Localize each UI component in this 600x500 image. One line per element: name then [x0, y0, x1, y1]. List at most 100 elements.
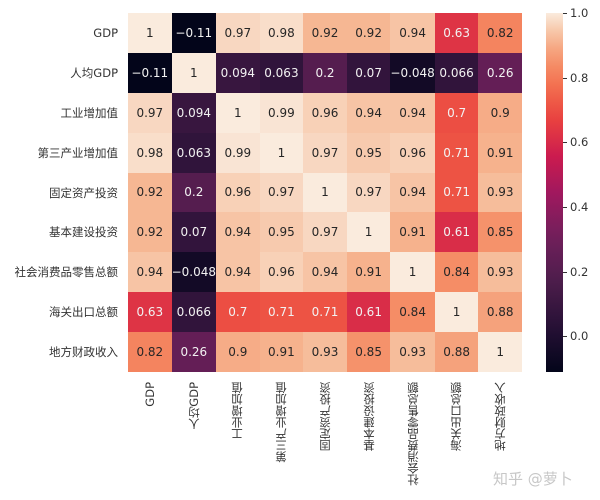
heatmap-cell: 0.85	[478, 212, 522, 253]
heatmap-cell: 0.96	[390, 132, 435, 173]
heatmap-cell: 0.97	[216, 13, 260, 53]
heatmap-cell: 0.71	[303, 292, 347, 333]
heatmap-cell: 0.63	[128, 292, 172, 333]
heatmap-cell: 0.26	[478, 52, 522, 93]
heatmap-cell: 0.93	[303, 332, 347, 372]
heatmap-grid: 1 −0.11 0.97 0.98 0.92 0.92 0.94 0.63 0.82 −0.11 1…	[128, 13, 522, 372]
heatmap-cell: 0.61	[346, 292, 391, 333]
colorbar-tick: 0.2	[563, 265, 588, 279]
heatmap-cell: 0.94	[216, 212, 260, 253]
heatmap-cell: −0.048	[171, 252, 217, 293]
heatmap-cell: 0.066	[434, 52, 479, 93]
heatmap-cell: 0.63	[434, 13, 479, 53]
x-axis-label: 人均GDP	[186, 382, 201, 430]
heatmap-cell: 0.71	[434, 172, 479, 213]
heatmap-cell: 0.094	[171, 92, 217, 133]
heatmap-cell: 0.84	[434, 252, 479, 293]
heatmap-cell: 1	[478, 332, 522, 372]
heatmap-cell: 0.26	[171, 332, 217, 372]
heatmap-cell: 0.96	[303, 92, 347, 133]
heatmap-cell: 1	[259, 132, 304, 173]
heatmap-cell: 0.91	[390, 212, 435, 253]
colorbar-tick: 1.0	[563, 6, 588, 20]
heatmap-cell: 1	[303, 172, 347, 213]
heatmap-cell: 0.91	[259, 332, 304, 372]
heatmap-cell: −0.048	[390, 52, 435, 93]
heatmap-cell: 0.93	[478, 252, 522, 293]
x-axis-label: 地方财政收入	[493, 382, 508, 451]
x-axis-label: 基本建设投资	[361, 382, 376, 451]
y-axis-label: 基本建设投资	[49, 225, 118, 240]
x-axis-label: GDP	[142, 382, 157, 407]
heatmap-cell: −0.11	[128, 52, 172, 93]
y-axis-label: 社会消费品零售总额	[14, 265, 119, 280]
heatmap-cell: 0.93	[390, 332, 435, 372]
heatmap-cell: 0.94	[303, 252, 347, 293]
heatmap-cell: 0.96	[259, 252, 304, 293]
heatmap-cell: 0.99	[216, 132, 260, 173]
heatmap-cell: 0.99	[259, 92, 304, 133]
heatmap-cell: 0.063	[171, 132, 217, 173]
heatmap-cell: 0.92	[128, 212, 172, 253]
heatmap-cell: 0.97	[303, 132, 347, 173]
x-axis-label: 工业增加值	[230, 382, 245, 440]
heatmap-cell: 0.88	[434, 332, 479, 372]
heatmap-cell: 0.93	[478, 172, 522, 213]
heatmap-cell: 0.92	[303, 13, 347, 53]
heatmap-cell: 1	[171, 52, 217, 93]
heatmap-cell: 0.94	[346, 92, 391, 133]
x-axis-label: 固定资产投资	[318, 382, 332, 451]
x-axis-label: 社会消费品零售总额	[405, 382, 420, 486]
heatmap-cell: 0.07	[171, 212, 217, 253]
heatmap-cell: 0.066	[171, 292, 217, 333]
heatmap-cell: 0.7	[434, 92, 479, 133]
colorbar-tick: 0.4	[563, 200, 588, 214]
heatmap-cell: 0.95	[259, 212, 304, 253]
heatmap-cell: 0.94	[390, 13, 435, 53]
heatmap-cell: 1	[434, 292, 479, 333]
heatmap-cell: 0.82	[128, 332, 172, 372]
heatmap-cell: 1	[216, 92, 260, 133]
heatmap-cell: 0.97	[259, 172, 304, 213]
heatmap-cell: 0.61	[434, 212, 479, 253]
x-axis-label: 第三产业增加值	[274, 382, 289, 463]
heatmap-cell: 0.94	[216, 252, 260, 293]
y-axis-label: GDP	[93, 25, 118, 40]
heatmap-cell: 0.91	[478, 132, 522, 173]
heatmap-cell: 0.98	[128, 132, 172, 173]
heatmap-cell: 0.91	[346, 252, 391, 293]
heatmap-cell: 0.88	[478, 292, 522, 333]
y-axis-label: 地方财政收入	[49, 345, 118, 360]
heatmap-cell: 0.97	[128, 92, 172, 133]
heatmap-cell: 0.07	[346, 52, 391, 93]
heatmap-cell: 0.94	[128, 252, 172, 293]
x-axis-label: 海关出口总额	[449, 382, 464, 451]
colorbar	[546, 13, 563, 372]
heatmap-cell: 0.94	[390, 92, 435, 133]
heatmap-cell: 0.2	[171, 172, 217, 213]
heatmap-cell: 0.2	[303, 52, 347, 93]
colorbar-tick: 0.6	[563, 135, 588, 149]
colorbar-tick: 0.0	[563, 329, 588, 343]
heatmap-cell: 0.82	[478, 13, 522, 53]
heatmap-cell: 1	[346, 212, 391, 253]
heatmap-cell: 0.71	[259, 292, 304, 333]
heatmap-cell: 0.84	[390, 292, 435, 333]
heatmap-cell: 0.85	[346, 332, 391, 372]
y-axis-label: 固定资产投资	[49, 185, 118, 200]
y-axis-label: 海关出口总额	[49, 305, 118, 320]
heatmap-cell: 1	[128, 13, 172, 53]
heatmap-cell: 0.97	[303, 212, 347, 253]
watermark: 知乎 @萝卜	[493, 470, 573, 488]
heatmap-cell: 1	[390, 252, 435, 293]
heatmap-cell: 0.94	[390, 172, 435, 213]
colorbar-tick: 0.8	[563, 71, 588, 85]
heatmap-cell: −0.11	[171, 13, 217, 53]
heatmap-cell: 0.92	[346, 13, 391, 53]
heatmap-cell: 0.7	[216, 292, 260, 333]
heatmap-cell: 0.9	[216, 332, 260, 372]
y-axis-label: 第三产业增加值	[37, 145, 119, 160]
heatmap-cell: 0.92	[128, 172, 172, 213]
heatmap-cell: 0.094	[216, 52, 260, 93]
heatmap-cell: 0.9	[478, 92, 522, 133]
